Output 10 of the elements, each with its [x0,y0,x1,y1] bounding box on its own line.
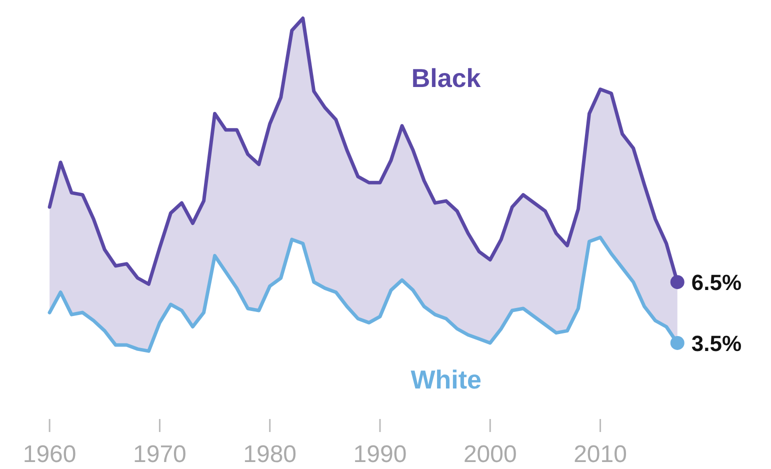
x-tick-label: 1960 [22,441,76,468]
series-label: White [410,364,482,394]
data-label: 3.5% [691,330,742,356]
series-label: Black [411,63,482,93]
x-tick-label: 1990 [353,441,407,468]
data-label: 6.5% [691,270,742,296]
x-tick-label: 1980 [243,441,297,468]
x-tick-label: 2010 [574,441,627,468]
x-tick-label: 1970 [133,441,186,468]
x-tick-label: 2000 [463,441,517,468]
